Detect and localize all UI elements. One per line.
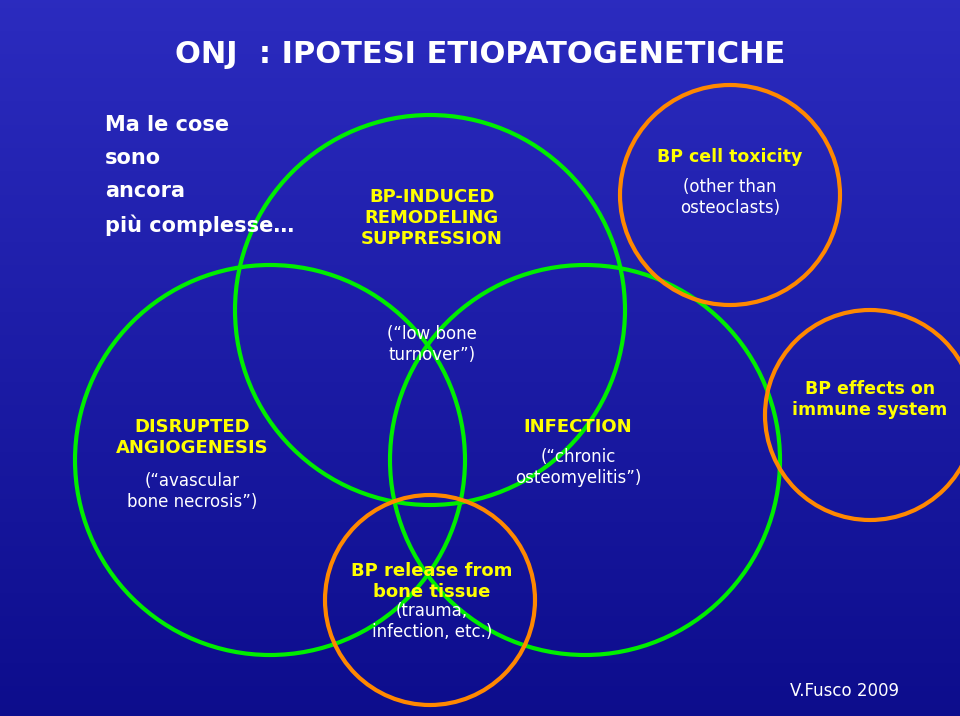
Text: BP-INDUCED
REMODELING
SUPPRESSION: BP-INDUCED REMODELING SUPPRESSION bbox=[361, 188, 503, 248]
Text: BP cell toxicity: BP cell toxicity bbox=[658, 148, 803, 166]
Text: V.Fusco 2009: V.Fusco 2009 bbox=[790, 682, 900, 700]
Text: ancora: ancora bbox=[105, 181, 185, 201]
Text: (“low bone
turnover”): (“low bone turnover”) bbox=[387, 325, 477, 364]
Text: (trauma,
infection, etc.): (trauma, infection, etc.) bbox=[372, 602, 492, 641]
Text: DISRUPTED
ANGIOGENESIS: DISRUPTED ANGIOGENESIS bbox=[116, 418, 268, 457]
Text: BP release from
bone tissue: BP release from bone tissue bbox=[351, 562, 513, 601]
Text: Ma le cose: Ma le cose bbox=[105, 115, 229, 135]
Text: (other than
osteoclasts): (other than osteoclasts) bbox=[680, 178, 780, 217]
Text: (“avascular
bone necrosis”): (“avascular bone necrosis”) bbox=[127, 472, 257, 511]
Text: INFECTION: INFECTION bbox=[524, 418, 633, 436]
Text: sono: sono bbox=[105, 148, 161, 168]
Text: ONJ  : IPOTESI ETIOPATOGENETICHE: ONJ : IPOTESI ETIOPATOGENETICHE bbox=[175, 40, 785, 69]
Text: BP effects on
immune system: BP effects on immune system bbox=[792, 380, 948, 419]
Text: (“chronic
osteomyelitis”): (“chronic osteomyelitis”) bbox=[515, 448, 641, 487]
Text: più complesse…: più complesse… bbox=[105, 214, 295, 236]
